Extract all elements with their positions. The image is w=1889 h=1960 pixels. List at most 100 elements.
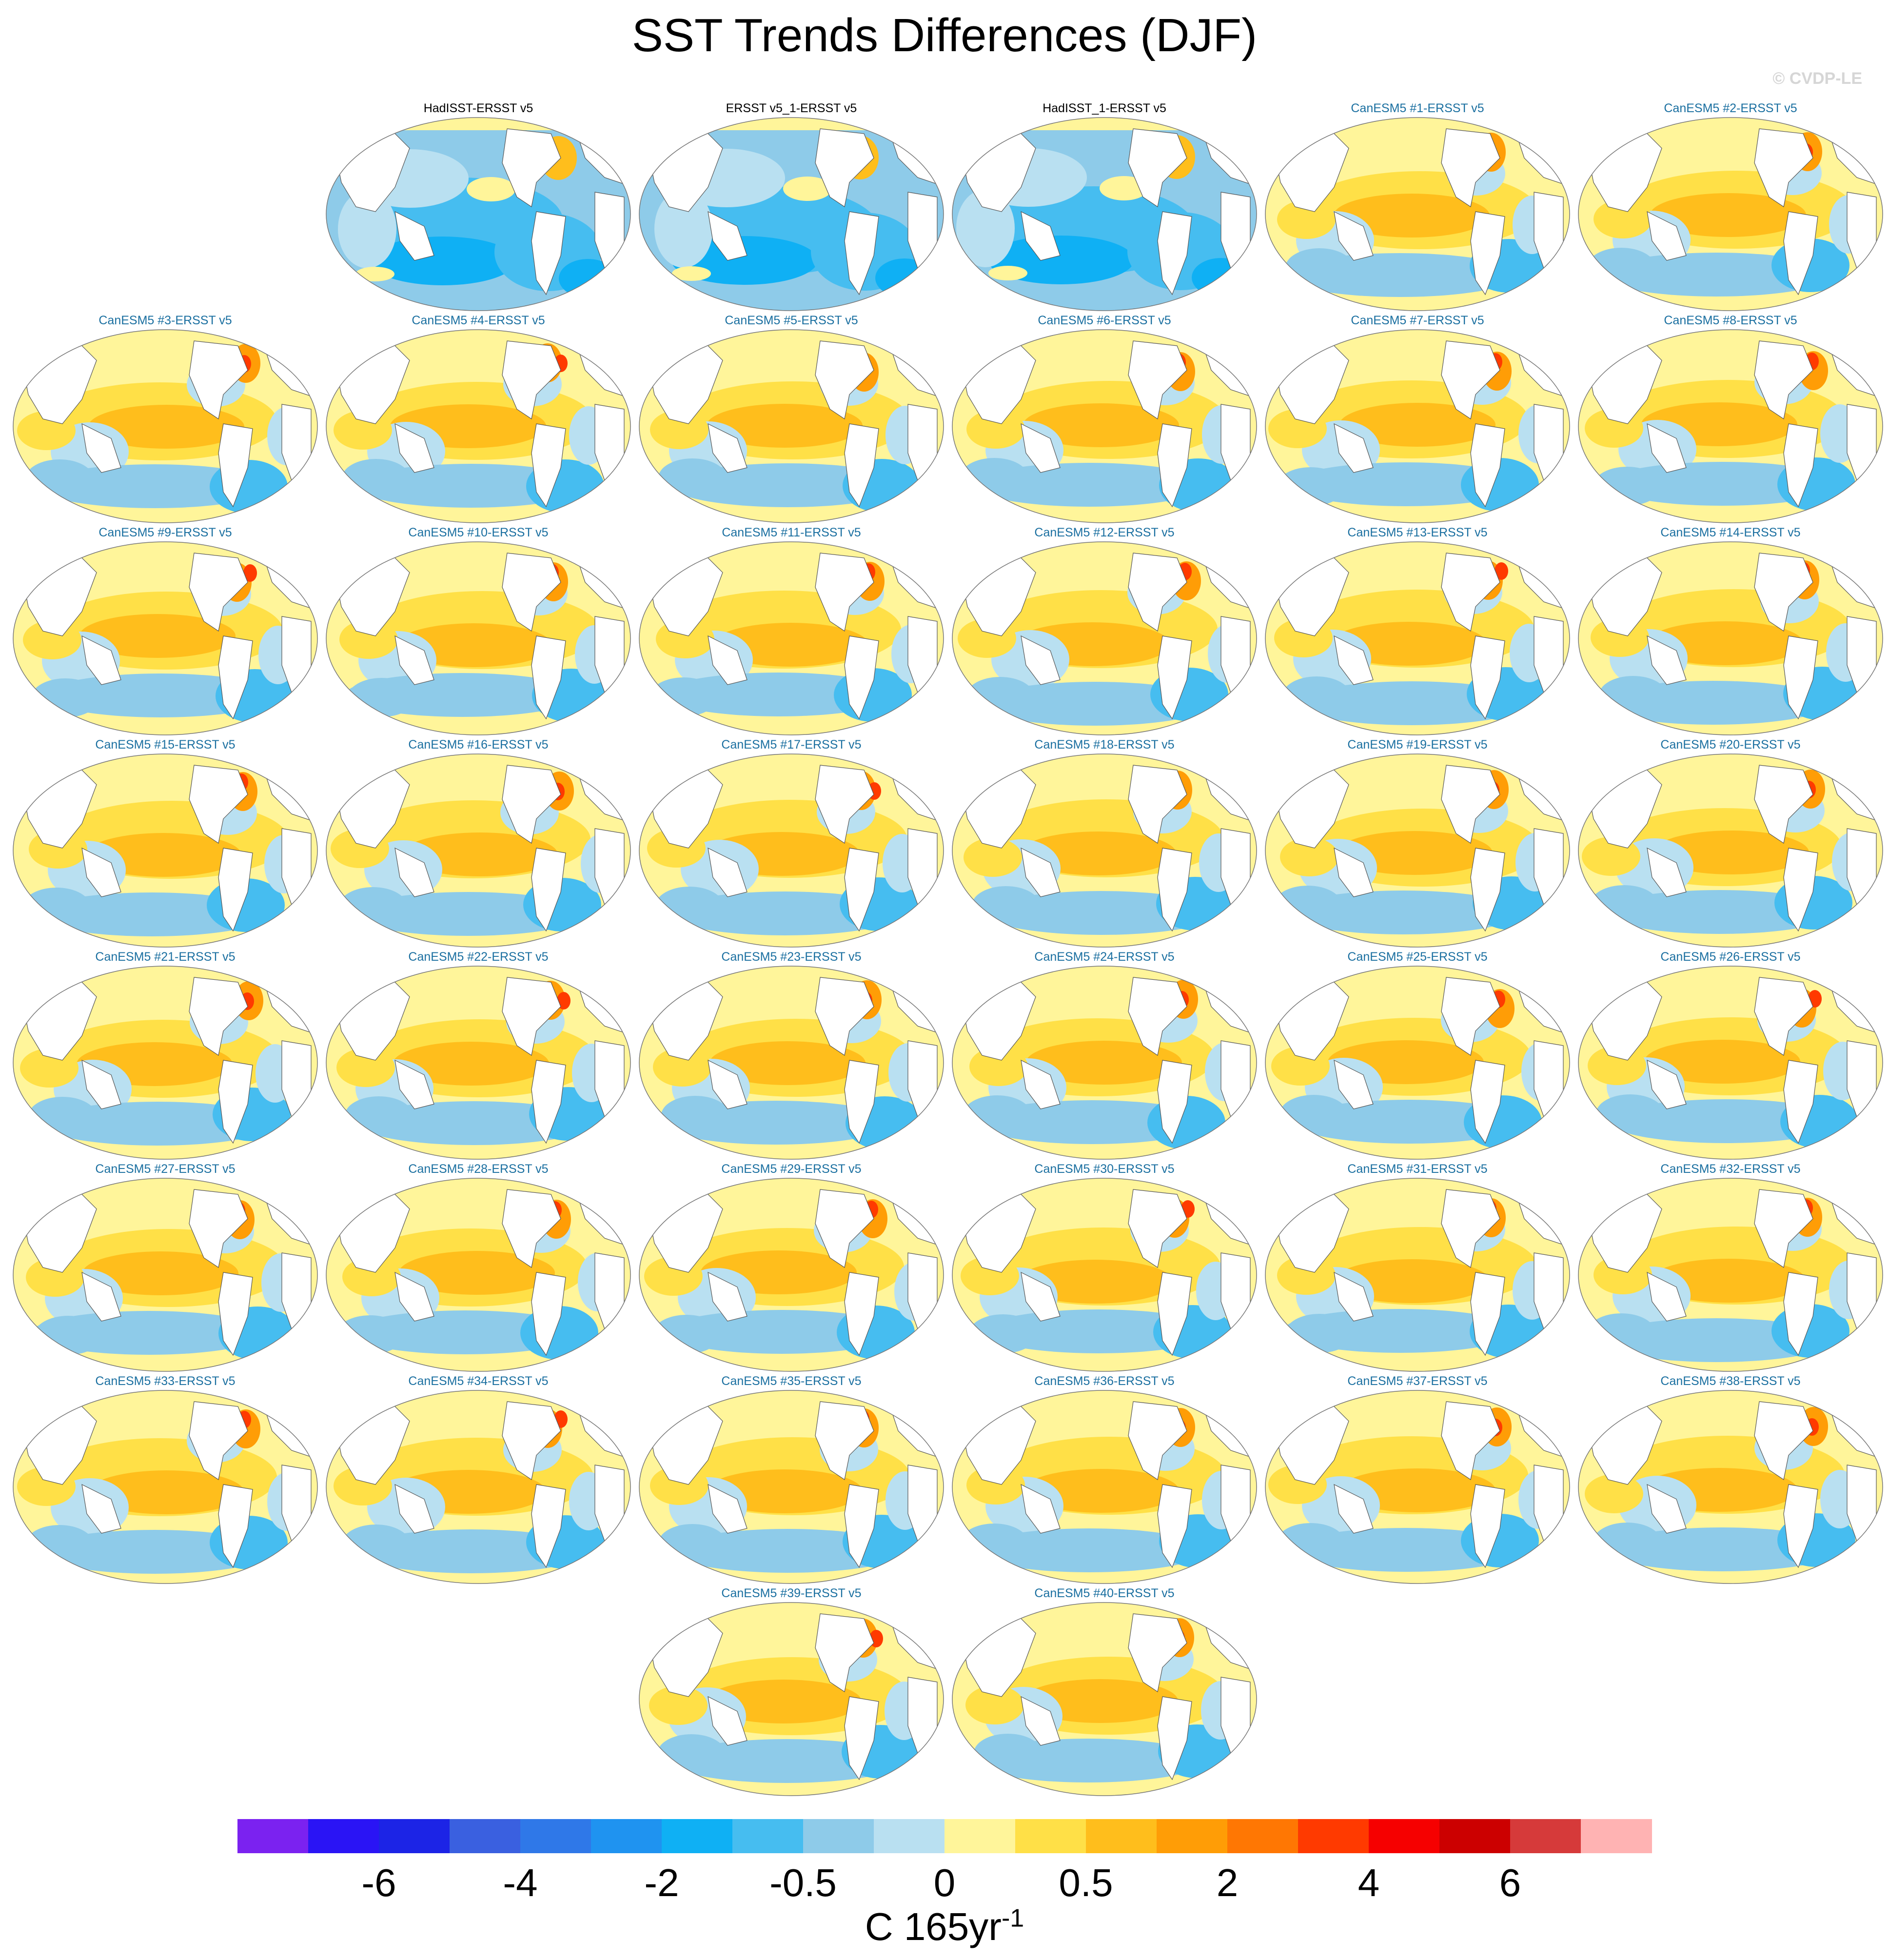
panel-title: CanESM5 #32-ERSST v5 [1660,1162,1801,1176]
land-mass [531,1484,566,1568]
land-mass [1647,1484,1687,1534]
panel-title: CanESM5 #33-ERSST v5 [95,1374,236,1388]
map-field [1578,1178,1883,1372]
arctic-strip [326,1178,630,1191]
land-mass [1783,1060,1818,1144]
field-anomaly [467,177,515,201]
field-anomaly [22,888,91,927]
panel-title: CanESM5 #38-ERSST v5 [1660,1374,1801,1388]
map-field [639,541,944,735]
map-border [639,541,944,735]
arctic-strip [1265,542,1570,554]
arctic-strip [1578,1178,1883,1191]
map-panel: CanESM5 #23-ERSST v5 [635,950,948,1163]
map-field [1265,329,1570,523]
field-anomaly [82,1251,238,1295]
land-mass [1470,1484,1505,1568]
colorbar-cell [379,1819,450,1853]
map-panel: CanESM5 #27-ERSST v5 [9,1162,322,1375]
field-anomaly [988,266,1027,280]
land-mass [189,1401,248,1480]
land-mass [815,340,874,419]
field-anomaly [1277,1523,1345,1562]
field-anomaly [336,1048,395,1087]
colorbar-tick-label: 6 [1499,1861,1521,1904]
map-field [1578,966,1883,1160]
map-border [13,1178,318,1372]
land-mass [1021,1696,1061,1746]
colorbar-cell [1157,1819,1228,1853]
land-mass [502,1189,561,1268]
field-anomaly [338,190,396,268]
land-mass [531,211,566,296]
land-mass [1334,1271,1374,1322]
land-mass [1647,635,1687,685]
map-field [326,329,631,523]
map-border [326,1390,631,1584]
land-mass [1470,635,1505,720]
map-panel: CanESM5 #15-ERSST v5 [9,738,322,950]
colorbar-cell [1086,1819,1157,1853]
arctic-strip [1578,330,1883,342]
arctic-strip [952,966,1257,979]
land-mass [1128,553,1187,632]
land-mass [1783,635,1818,720]
land-mass [1334,423,1374,473]
arctic-strip [13,754,317,767]
land-mass [81,423,121,473]
land-mass [81,1484,121,1534]
land-mass [1128,1401,1187,1480]
map-panel: CanESM5 #6-ERSST v5 [948,314,1261,526]
field-anomaly [1285,248,1354,287]
arctic-strip [1265,754,1570,767]
colorbar-tick-label: 4 [1358,1861,1380,1904]
land-mass [708,847,748,897]
field-anomaly [342,1524,410,1564]
land-mass [1157,211,1192,296]
field-anomaly [1277,467,1345,506]
map-border [1578,329,1883,523]
field-anomaly [1644,1040,1800,1084]
field-anomaly [79,614,236,658]
field-anomaly [1599,676,1667,715]
panel-title: CanESM5 #6-ERSST v5 [1038,314,1171,327]
arctic-strip [13,542,317,554]
land-mass [708,635,748,685]
map-field [13,329,318,523]
map-border [1265,966,1570,1160]
colorbar-cell [732,1819,804,1853]
map-border [952,117,1257,311]
map-field [1265,117,1570,311]
map-panel: ERSST v5_1-ERSST v5 [635,101,948,314]
map-border [1265,1178,1570,1372]
land-mass [1128,128,1187,207]
land-mass [81,847,121,897]
field-anomaly [654,190,713,268]
unit-exponent: -1 [1001,1904,1024,1933]
panel-title: CanESM5 #1-ERSST v5 [1351,101,1484,115]
land-mass [1470,211,1505,296]
land-mass [1441,128,1500,207]
arctic-strip [326,966,630,979]
map-border [639,966,944,1160]
land-mass [1754,1189,1813,1268]
land-mass [394,1271,434,1322]
map-border [952,1390,1257,1584]
land-mass [844,1484,879,1568]
map-panel: CanESM5 #36-ERSST v5 [948,1374,1261,1587]
field-anomaly [963,1095,1031,1134]
map-field [639,117,944,311]
field-anomaly [649,1686,708,1725]
map-border [13,541,318,735]
field-anomaly [969,1047,1028,1086]
land-mass [708,423,748,473]
land-mass [1441,1189,1500,1268]
arctic-strip [639,1603,944,1615]
map-panel: CanESM5 #21-ERSST v5 [9,950,322,1163]
panel-title: CanESM5 #9-ERSST v5 [98,526,232,539]
map-border [13,753,318,948]
field-anomaly [649,677,718,716]
land-mass [1021,1059,1061,1109]
land-mass [1128,1613,1187,1692]
arctic-strip [13,966,317,979]
